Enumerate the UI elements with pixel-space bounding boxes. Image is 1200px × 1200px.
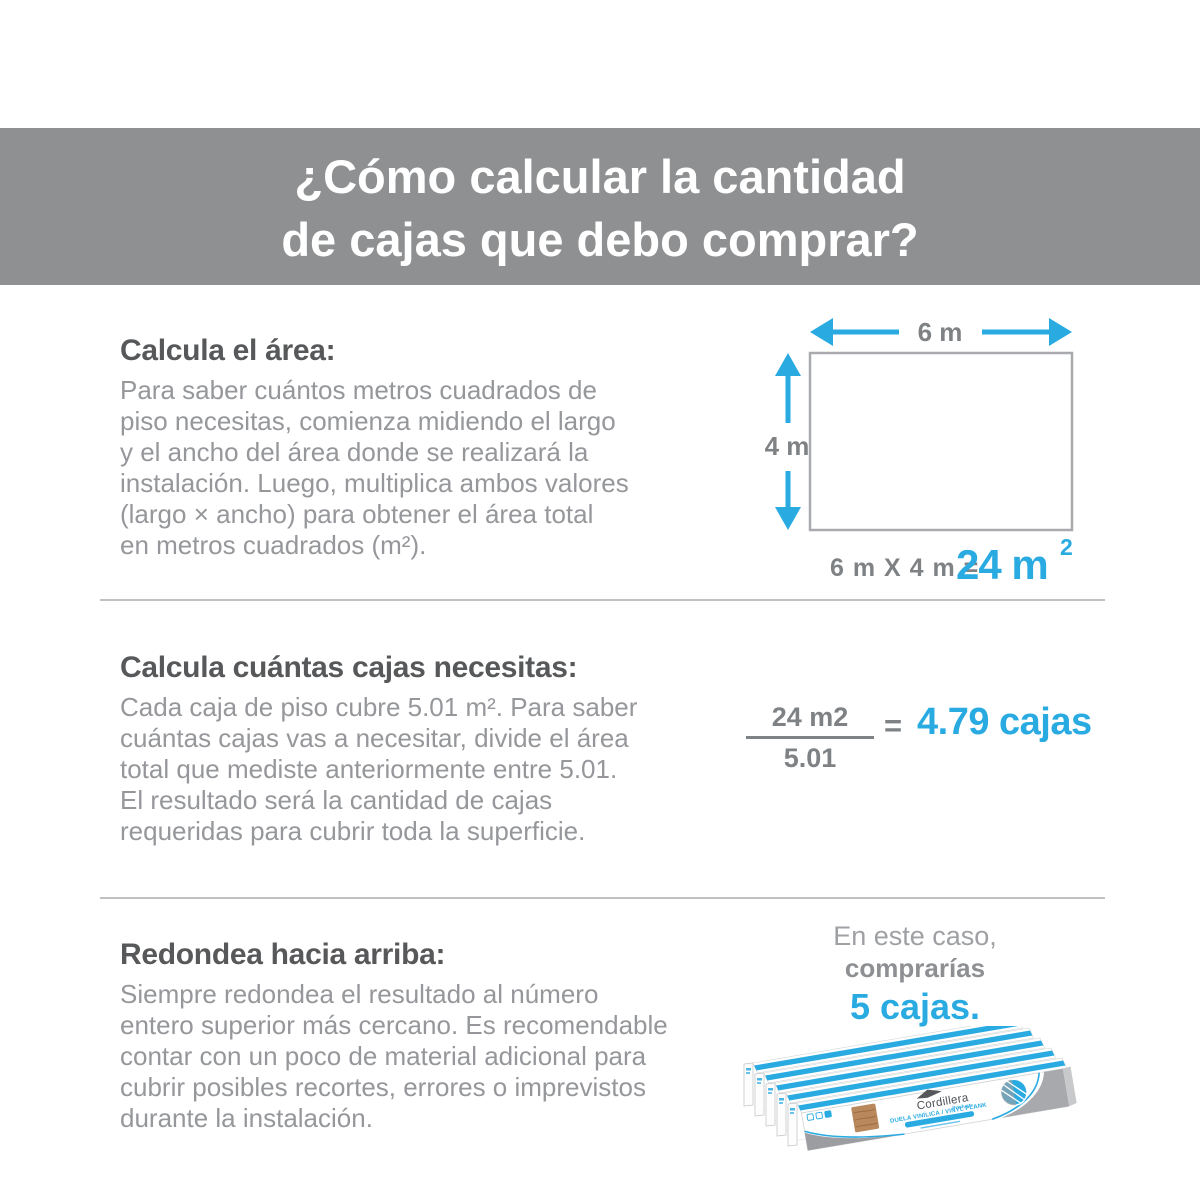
room-rectangle	[808, 351, 1074, 532]
box-top-stripe	[787, 1050, 1055, 1101]
case-line2: comprarías	[844, 953, 986, 983]
header-band: ¿Cómo calcular la cantidad de cajas que …	[0, 128, 1200, 285]
body-line: instalación. Luego, multiplica ambos val…	[120, 468, 629, 498]
division-fraction: 24 m2 5.01	[740, 702, 880, 773]
box-front-face: Cordillera Products DUELA VINÍLICA / VIN…	[801, 1066, 1077, 1151]
section-heading: Redondea hacia arriba:	[120, 938, 446, 971]
globe-logo	[1000, 1078, 1028, 1106]
body-line: entero superior más cercano. Es recomend…	[120, 1010, 668, 1040]
spec-band	[904, 1111, 975, 1128]
divider-1	[100, 599, 1105, 601]
equals-sign: =	[884, 708, 903, 743]
box-top-stripe	[798, 1060, 1066, 1111]
formula-value: 24 m	[956, 541, 1048, 588]
section-heading: Calcula el área:	[120, 334, 336, 367]
page-title-line2: de cajas que debo comprar?	[281, 213, 919, 266]
box-top-stripe	[765, 1030, 1033, 1081]
body-line: contar con un poco de material adicional…	[120, 1041, 647, 1071]
area-diagram: 6 m 4 m 6 m X 4 m = 24 m 2	[765, 317, 1074, 588]
boxes-result: 4.79 cajas	[917, 701, 1092, 743]
body-line: Para saber cuántos metros cuadrados de	[120, 375, 597, 405]
product-box-front: Cordillera Products DUELA VINÍLICA / VIN…	[787, 1057, 1077, 1151]
fraction-bar	[746, 736, 874, 739]
width-arrow: 6 m	[810, 317, 1072, 347]
fraction-denominator: 5.01	[783, 743, 837, 773]
section-redondea: Redondea hacia arriba: Siempre redondea …	[120, 938, 668, 1134]
section-heading: Calcula cuántas cajas necesitas:	[120, 651, 578, 684]
face-right-swoosh	[998, 1068, 1070, 1119]
section-calcula-area: Calcula el área: Para saber cuántos metr…	[120, 334, 629, 561]
body-line: (largo × ancho) para obtener el área tot…	[120, 499, 594, 529]
height-arrow: 4 m	[765, 353, 810, 530]
case-note: En este caso, comprarías 5 cajas.	[765, 920, 1065, 1028]
wood-swatch	[849, 1102, 881, 1134]
case-result: 5 cajas.	[849, 986, 981, 1027]
body-line: El resultado será la cantidad de cajas	[120, 785, 553, 815]
page-title-line1: ¿Cómo calcular la cantidad	[294, 150, 906, 203]
certification-icons	[806, 1110, 832, 1121]
brand-sub: Products	[952, 1102, 974, 1111]
area-formula: 6 m X 4 m = 24 m 2	[830, 534, 1073, 588]
body-line: total que mediste anteriormente entre 5.…	[120, 754, 618, 784]
section-calcula-cajas: Calcula cuántas cajas necesitas: Cada ca…	[120, 651, 637, 847]
body-line: durante la instalación.	[120, 1103, 373, 1133]
case-line1: En este caso,	[833, 921, 997, 951]
width-label: 6 m	[918, 317, 963, 347]
body-line: en metros cuadrados (m²).	[120, 530, 427, 560]
body-line: Cada caja de piso cubre 5.01 m². Para sa…	[120, 692, 638, 722]
body-line: piso necesitas, comienza midiendo el lar…	[120, 406, 616, 436]
formula-prefix: 6 m X 4 m =	[830, 554, 979, 582]
height-label: 4 m	[765, 431, 810, 461]
body-line: cuántas cajas vas a necesitar, divide el…	[120, 723, 629, 753]
divider-2	[100, 897, 1105, 899]
formula-superscript: 2	[1060, 534, 1073, 560]
fraction-numerator: 24 m2	[771, 702, 849, 732]
box-top-stripe	[754, 1026, 1019, 1071]
body-line: cubrir posibles recortes, errores o impr…	[120, 1072, 646, 1102]
body-line: Siempre redondea el resultado al número	[120, 979, 599, 1009]
box-top-stripe	[776, 1040, 1044, 1091]
body-line: requeridas para cubrir toda la superfici…	[120, 816, 586, 846]
condor-icon	[916, 1089, 942, 1099]
body-line: y el ancho del área donde se realizará l…	[120, 437, 589, 467]
product-box-stack: Cordillera Products DUELA VINÍLICA / VIN…	[743, 1026, 1077, 1151]
